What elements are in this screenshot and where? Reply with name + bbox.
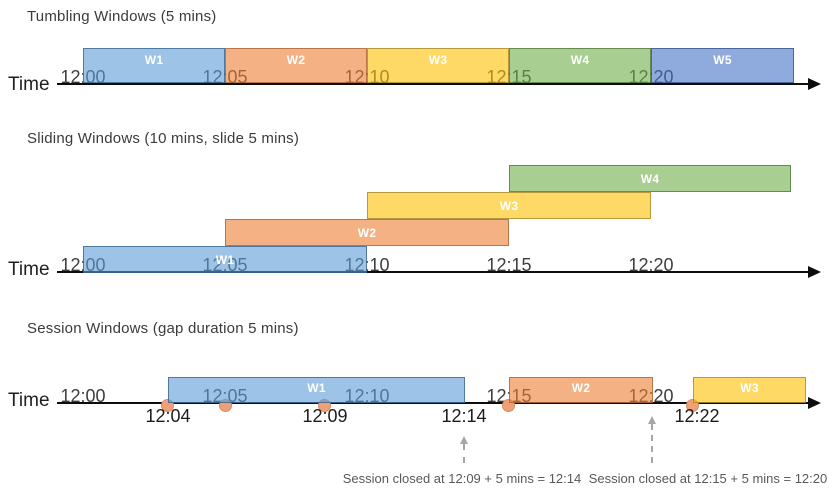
window-label: W4: [640, 171, 660, 186]
timeline-arrowhead-icon: [808, 397, 821, 409]
tumbling-title: Tumbling Windows (5 mins): [27, 8, 217, 25]
sliding-time-axis-label: Time: [8, 259, 50, 280]
tumbling-window-w2: W2: [225, 48, 367, 83]
dashed-arrow-stem: [651, 424, 653, 463]
session-window-w1: W1: [168, 377, 465, 403]
sliding-timeline: [57, 271, 810, 273]
sliding-title: Sliding Windows (10 mins, slide 5 mins): [27, 130, 300, 147]
up-arrow-icon: [648, 416, 656, 424]
window-label: W3: [740, 381, 759, 395]
tumbling-window-w5: W5: [651, 48, 794, 83]
event-time-label: 12:04: [145, 406, 191, 426]
sliding-window-w3: W3: [367, 192, 651, 219]
session-window-w3: W3: [693, 377, 806, 403]
session-time-axis-label: Time: [8, 390, 50, 411]
event-time-label: 12:22: [674, 406, 720, 426]
timeline-arrowhead-icon: [808, 266, 821, 278]
tumbling-window-w4: W4: [509, 48, 651, 83]
sliding-window-w2: W2: [225, 219, 509, 246]
session-timeline: [57, 402, 810, 404]
tumbling-window-w3: W3: [367, 48, 509, 83]
event-time-label: 12:09: [302, 406, 348, 426]
tick-label: 12:15: [486, 255, 532, 275]
window-label: W1: [307, 381, 326, 395]
event-time-label: 12:14: [441, 406, 487, 426]
window-label: W2: [571, 381, 591, 395]
up-arrow-icon: [460, 436, 468, 444]
tumbling-timeline: [57, 83, 810, 85]
session-closed-annotation-2: Session closed at 12:15 + 5 mins = 12:20: [588, 471, 828, 486]
tick-label: 12:00: [60, 386, 106, 406]
session-closed-annotation-1: Session closed at 12:09 + 5 mins = 12:14: [342, 471, 582, 486]
window-label: W4: [570, 53, 590, 67]
timeline-arrowhead-icon: [808, 78, 821, 90]
sliding-window-w1: W1: [83, 246, 367, 273]
window-label: W2: [286, 53, 306, 67]
dashed-arrow-stem: [463, 444, 465, 463]
window-label: W5: [713, 53, 732, 67]
tick-label: 12:20: [628, 255, 674, 275]
tumbling-time-axis-label: Time: [8, 74, 50, 95]
window-label: W3: [428, 53, 448, 67]
session-window-w2: W2: [509, 377, 653, 403]
window-label: W3: [499, 198, 519, 213]
window-label: W1: [144, 53, 164, 67]
tumbling-window-w1: W1: [83, 48, 225, 83]
window-label: W1: [215, 252, 235, 267]
window-label: W2: [357, 225, 377, 240]
session-title: Session Windows (gap duration 5 mins): [27, 320, 299, 337]
sliding-window-w4: W4: [509, 165, 791, 192]
